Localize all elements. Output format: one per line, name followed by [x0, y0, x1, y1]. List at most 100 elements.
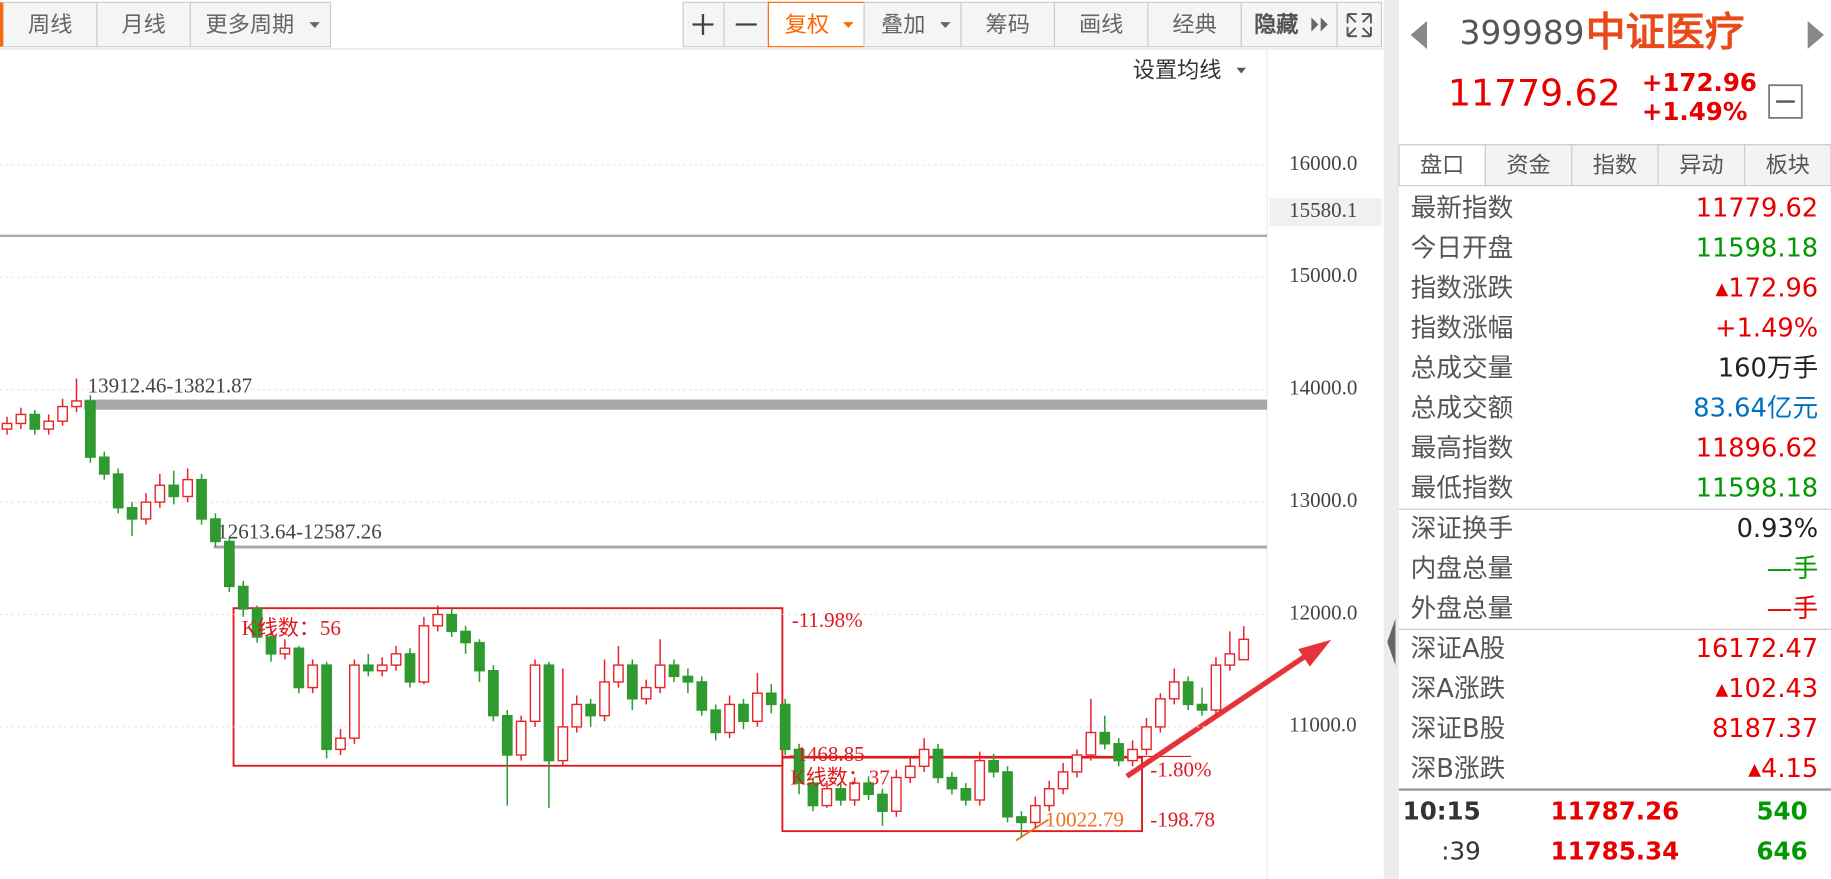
- stock-price: 11779.62: [1448, 72, 1621, 115]
- candle-body: [613, 664, 624, 683]
- candle-body: [974, 759, 986, 801]
- quote-value: 0.93%: [1737, 514, 1819, 544]
- y-tick-label: 15000.0: [1289, 263, 1357, 287]
- annotation: 10022.79: [1045, 808, 1124, 832]
- tick-time: 10:15: [1403, 796, 1481, 825]
- candle-body: [1113, 743, 1125, 762]
- candle-body: [1168, 681, 1180, 700]
- tick-volume: 646: [1756, 837, 1807, 866]
- candle-body: [988, 759, 999, 773]
- expand-icon: [1311, 17, 1328, 32]
- quote-label: 内盘总量: [1411, 554, 1514, 584]
- candle-body: [946, 776, 958, 790]
- candle-body: [654, 664, 666, 689]
- period-tab[interactable]: [2, 1, 98, 48]
- candle-body: [126, 507, 138, 520]
- candle-body: [1182, 681, 1194, 706]
- quote-label: 深A涨跌: [1411, 674, 1506, 704]
- annotation: K线数：56: [242, 616, 341, 640]
- candle-body: [585, 703, 597, 717]
- y-tick-label: 14000.0: [1289, 376, 1357, 400]
- ma-button[interactable]: 设置均线: [1133, 58, 1222, 84]
- candle-body: [877, 793, 888, 812]
- candle-body: [710, 709, 722, 734]
- candle-body: [752, 692, 763, 722]
- candle-body: [599, 681, 610, 717]
- candle-body: [154, 484, 166, 503]
- prev-arrow[interactable]: [1410, 21, 1427, 50]
- candle-body: [487, 670, 499, 717]
- collapse-arrow[interactable]: [1387, 618, 1396, 666]
- price-band-label: 13912.46-13821.87: [88, 374, 253, 398]
- quote-value: ▴102.43: [1715, 674, 1818, 704]
- quote-value: 8187.37: [1712, 714, 1818, 744]
- candle-body: [293, 647, 305, 689]
- stock-name: 中证医疗: [1586, 10, 1745, 56]
- candle-body: [223, 540, 235, 588]
- candle-body: [1057, 771, 1069, 790]
- caret: [843, 22, 854, 29]
- candle-body: [1238, 638, 1250, 661]
- quote-label: 总成交量: [1411, 354, 1514, 384]
- period-label: 月线: [121, 12, 165, 38]
- quote-value: 11896.62: [1696, 434, 1819, 464]
- panel-tab[interactable]: [1744, 144, 1831, 187]
- panel-tab-label: 指数: [1593, 152, 1637, 178]
- candle-body: [168, 484, 180, 498]
- tick-price: 11785.34: [1551, 837, 1680, 866]
- tool-button[interactable]: [1053, 1, 1149, 48]
- candle-body: [85, 400, 96, 458]
- candle-body: [1099, 731, 1111, 745]
- tool-button[interactable]: [1147, 1, 1242, 48]
- next-arrow[interactable]: [1807, 21, 1824, 50]
- panel-tab[interactable]: [1657, 144, 1746, 187]
- panel-tab-label: 异动: [1679, 152, 1723, 178]
- quote-value: 160万手: [1718, 354, 1818, 384]
- stock-pct: +1.49%: [1642, 97, 1748, 126]
- candle-body: [807, 782, 819, 807]
- candle-body: [779, 703, 791, 751]
- range-box: [781, 756, 1143, 833]
- candle-body: [196, 478, 207, 520]
- quote-value: —手: [1767, 554, 1818, 584]
- fullscreen-button[interactable]: [1336, 1, 1383, 48]
- candle-body: [835, 788, 847, 801]
- quote-value: 11598.18: [1696, 474, 1819, 504]
- y-tick-label: 11000.0: [1289, 713, 1356, 737]
- quote-value: 11779.62: [1696, 193, 1819, 223]
- candle-body: [640, 686, 652, 700]
- tab-edge: [0, 2, 4, 47]
- candle-body: [1210, 664, 1222, 711]
- price-band: [84, 399, 1267, 410]
- annotation: -11.98%: [792, 608, 863, 632]
- candle-body: [404, 653, 416, 683]
- tool-label: 画线: [1079, 12, 1123, 38]
- tool-label: 复权: [785, 12, 829, 38]
- stock-change: +172.96: [1642, 68, 1757, 97]
- candle-body: [571, 703, 583, 728]
- tick-price: 11787.26: [1551, 796, 1680, 825]
- candle-body: [543, 664, 555, 762]
- candle-body: [29, 413, 41, 430]
- y-tick-label: 13000.0: [1289, 488, 1357, 512]
- tick-time: :39: [1441, 837, 1480, 866]
- candle-body: [1, 422, 13, 430]
- candle-body: [1043, 788, 1055, 807]
- candle-body: [474, 641, 485, 672]
- stock-code: 399989: [1460, 14, 1585, 52]
- period-tab[interactable]: [189, 1, 332, 48]
- quote-label: 指数涨跌: [1411, 274, 1514, 304]
- candle-body: [515, 720, 527, 756]
- trend-arrow: [1125, 653, 1307, 779]
- tool-button[interactable]: [960, 1, 1056, 48]
- candle-body: [390, 653, 402, 666]
- candle-body: [1224, 653, 1236, 666]
- candle-body: [349, 664, 360, 739]
- tool-label: 叠加: [881, 12, 925, 38]
- panel-tab-label: 资金: [1506, 152, 1550, 178]
- candle-body: [112, 473, 124, 509]
- quote-label: 总成交额: [1411, 394, 1514, 424]
- candle-body: [71, 400, 82, 408]
